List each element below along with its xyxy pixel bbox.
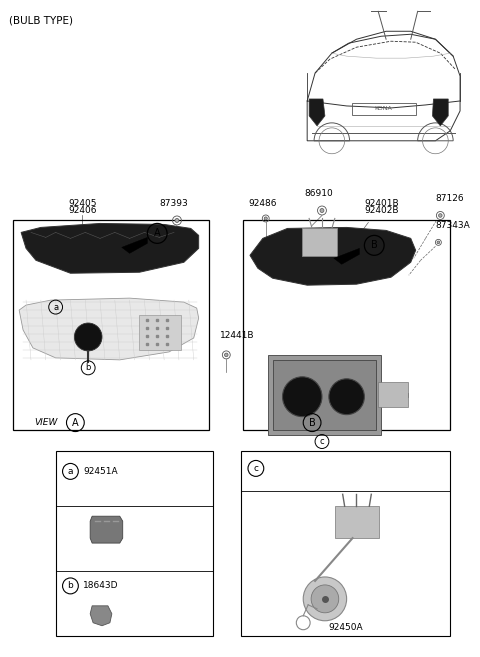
Circle shape bbox=[329, 379, 364, 415]
FancyBboxPatch shape bbox=[302, 229, 337, 256]
Text: c: c bbox=[320, 437, 324, 446]
Text: 92406: 92406 bbox=[68, 206, 96, 215]
Circle shape bbox=[320, 208, 324, 212]
Circle shape bbox=[225, 353, 228, 357]
Text: 92402B: 92402B bbox=[364, 206, 399, 215]
Polygon shape bbox=[309, 99, 325, 126]
Circle shape bbox=[437, 241, 440, 244]
Text: A: A bbox=[154, 229, 160, 238]
FancyBboxPatch shape bbox=[335, 507, 379, 538]
Text: 18643D: 18643D bbox=[83, 581, 119, 591]
Text: (BULB TYPE): (BULB TYPE) bbox=[9, 15, 73, 26]
Polygon shape bbox=[21, 223, 199, 273]
Polygon shape bbox=[334, 248, 360, 264]
Text: 87126: 87126 bbox=[435, 194, 464, 202]
Circle shape bbox=[74, 323, 102, 351]
FancyBboxPatch shape bbox=[268, 355, 381, 434]
Polygon shape bbox=[432, 99, 448, 126]
Circle shape bbox=[311, 585, 339, 613]
Text: KONA: KONA bbox=[374, 106, 392, 112]
Text: B: B bbox=[309, 418, 315, 428]
Text: c: c bbox=[253, 464, 258, 473]
Text: a: a bbox=[68, 467, 73, 476]
FancyBboxPatch shape bbox=[140, 315, 181, 350]
Circle shape bbox=[264, 217, 267, 220]
Text: 92401B: 92401B bbox=[364, 198, 399, 208]
Text: 86910: 86910 bbox=[305, 189, 334, 198]
Text: 87393: 87393 bbox=[160, 198, 188, 208]
Text: b: b bbox=[68, 581, 73, 591]
Circle shape bbox=[303, 577, 347, 621]
Text: 92450A: 92450A bbox=[328, 623, 362, 632]
Text: VIEW: VIEW bbox=[34, 418, 57, 427]
Text: VIEW: VIEW bbox=[270, 418, 293, 427]
Text: b: b bbox=[85, 363, 91, 373]
Text: A: A bbox=[72, 418, 79, 428]
Text: 87343A: 87343A bbox=[435, 221, 470, 231]
FancyBboxPatch shape bbox=[273, 360, 376, 430]
Polygon shape bbox=[122, 237, 147, 254]
Text: 18644A: 18644A bbox=[310, 589, 345, 598]
Text: 12441B: 12441B bbox=[220, 331, 255, 340]
Circle shape bbox=[283, 377, 322, 417]
Text: 92486: 92486 bbox=[249, 198, 277, 208]
Circle shape bbox=[175, 218, 179, 223]
Text: a: a bbox=[53, 303, 58, 311]
Text: 92451A: 92451A bbox=[83, 467, 118, 476]
Polygon shape bbox=[19, 298, 199, 360]
Polygon shape bbox=[250, 227, 416, 285]
Circle shape bbox=[439, 214, 442, 217]
FancyBboxPatch shape bbox=[378, 382, 408, 407]
Text: B: B bbox=[371, 240, 378, 250]
Polygon shape bbox=[90, 516, 123, 543]
Polygon shape bbox=[90, 606, 112, 625]
Text: 92405: 92405 bbox=[68, 198, 96, 208]
